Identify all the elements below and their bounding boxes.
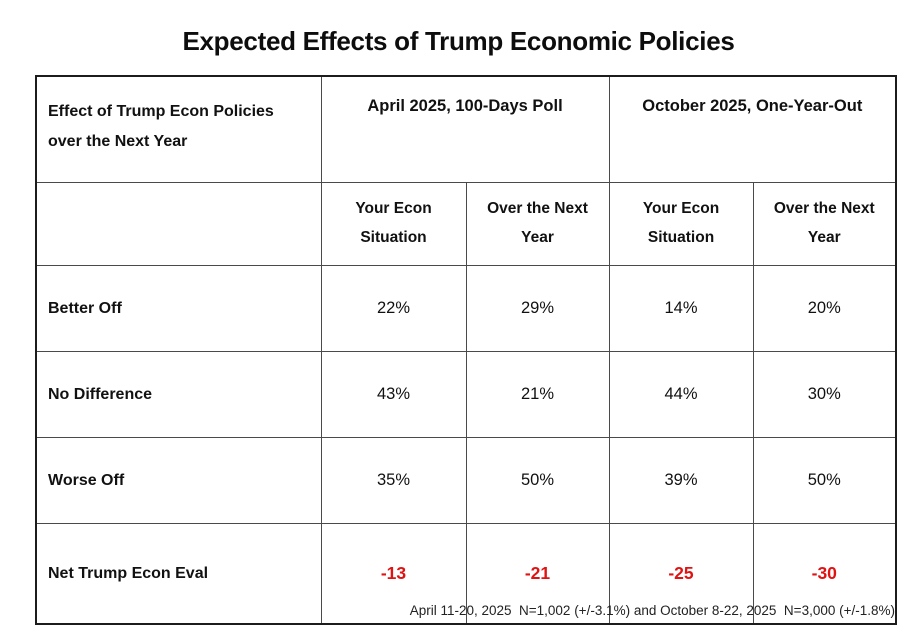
cell-value: 30% [752, 351, 897, 438]
cell-value: 21% [465, 351, 610, 438]
table-subheader-row: Your Econ Situation Over the Next Year Y… [35, 182, 897, 266]
cell-value: 22% [320, 265, 467, 352]
group-header-april: April 2025, 100-Days Poll [320, 75, 610, 183]
cell-value: 29% [465, 265, 610, 352]
page-title: Expected Effects of Trump Economic Polic… [182, 26, 735, 56]
row-label: Worse Off [35, 437, 322, 524]
table-row-net-trump-econ-eval: Net Trump Econ Eval -13 -21 -25 -30 [35, 523, 897, 625]
cell-net-value: -25 [608, 523, 754, 625]
subheader-october-next-year: Over the Next Year [752, 182, 897, 266]
cell-net-value: -30 [752, 523, 897, 625]
table-row-better-off: Better Off 22% 29% 14% 20% [35, 265, 897, 352]
cell-value: 50% [465, 437, 610, 524]
cell-value: 39% [608, 437, 754, 524]
row-label: No Difference [35, 351, 322, 438]
cell-value: 14% [608, 265, 754, 352]
empty-header-cell [35, 182, 322, 266]
subheader-april-econ-situation: Your Econ Situation [320, 182, 467, 266]
methodology-footnote: April 11-20, 2025 N=1,002 (+/-3.1%) and … [409, 603, 895, 618]
table-group-header-row: Effect of Trump Econ Policies over the N… [35, 75, 897, 183]
cell-value: 20% [752, 265, 897, 352]
table-row-no-difference: No Difference 43% 21% 44% 30% [35, 351, 897, 438]
row-label: Better Off [35, 265, 322, 352]
poll-results-table: Effect of Trump Econ Policies over the N… [35, 75, 898, 625]
cell-value: 35% [320, 437, 467, 524]
group-header-october: October 2025, One-Year-Out [608, 75, 897, 183]
subheader-april-next-year: Over the Next Year [465, 182, 610, 266]
table-row-worse-off: Worse Off 35% 50% 39% 50% [35, 437, 897, 524]
row-label: Net Trump Econ Eval [35, 523, 322, 625]
cell-value: 50% [752, 437, 897, 524]
corner-header-cell: Effect of Trump Econ Policies over the N… [35, 75, 322, 183]
cell-value: 44% [608, 351, 754, 438]
cell-value: 43% [320, 351, 467, 438]
subheader-october-econ-situation: Your Econ Situation [608, 182, 754, 266]
cell-net-value: -21 [465, 523, 610, 625]
